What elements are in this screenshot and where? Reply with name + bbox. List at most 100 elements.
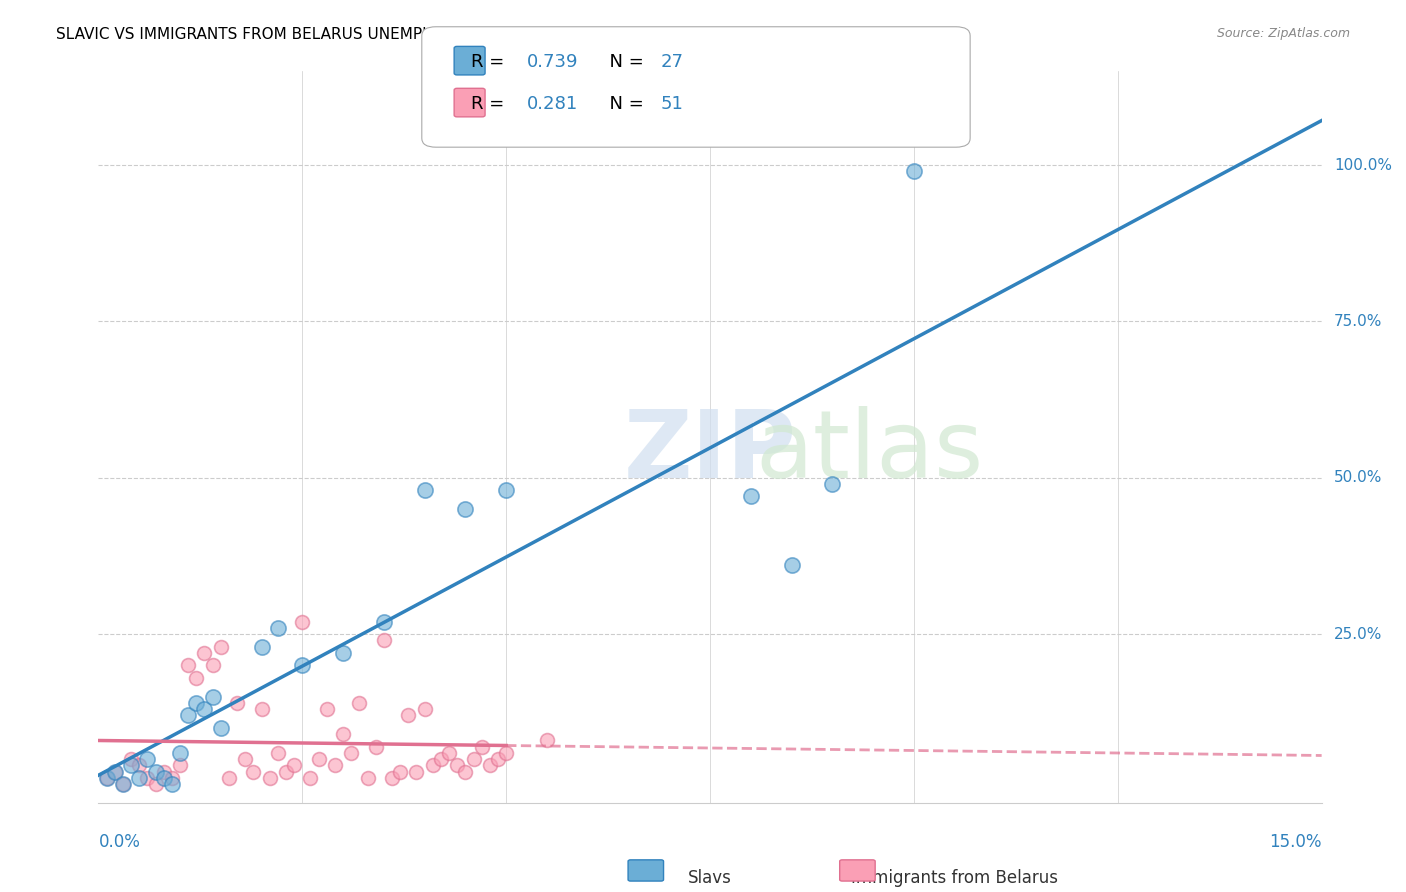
Point [405,764,427,779]
Text: 75.0%: 75.0% [1334,314,1382,329]
Text: 51: 51 [661,95,683,113]
FancyBboxPatch shape [628,860,664,881]
Point [413,702,436,716]
Point [177,708,200,723]
Point [209,721,232,735]
FancyBboxPatch shape [839,860,875,881]
Text: ZIP: ZIP [624,406,796,498]
Point [193,646,215,660]
Text: R =: R = [471,54,510,71]
Text: N =: N = [598,95,650,113]
Point [120,758,142,772]
Point [242,764,264,779]
Point [152,764,174,779]
Point [193,702,215,716]
Point [267,746,290,760]
Text: 100.0%: 100.0% [1334,158,1392,173]
Point [111,777,134,791]
Point [381,771,404,785]
Point [463,752,485,766]
Point [226,696,249,710]
Point [486,752,509,766]
Point [218,771,240,785]
Point [446,758,468,772]
Point [145,764,167,779]
Text: Slavs: Slavs [688,869,733,887]
Point [96,771,118,785]
Text: 15.0%: 15.0% [1270,833,1322,851]
Text: N =: N = [598,54,650,71]
Text: 27: 27 [661,54,683,71]
Point [201,658,224,673]
Text: SLAVIC VS IMMIGRANTS FROM BELARUS UNEMPLOYMENT AMONG AGES 25 TO 29 YEARS CORRELA: SLAVIC VS IMMIGRANTS FROM BELARUS UNEMPL… [56,27,903,42]
Point [299,771,322,785]
Point [454,502,477,516]
Text: 0.0%: 0.0% [98,833,141,851]
Point [396,708,419,723]
Point [186,696,208,710]
Point [128,758,150,772]
Point [437,746,460,760]
Point [478,758,501,772]
Point [291,658,314,673]
Point [274,764,297,779]
Point [821,477,844,491]
Point [267,621,290,635]
Point [136,752,159,766]
Point [201,690,224,704]
Point [454,764,477,779]
Point [96,771,118,785]
Point [903,164,925,178]
Text: 0.739: 0.739 [527,54,579,71]
Point [332,646,354,660]
Text: 0.281: 0.281 [527,95,578,113]
Point [364,739,387,754]
Point [136,771,159,785]
Point [422,758,444,772]
Text: atlas: atlas [755,406,983,498]
Point [291,615,314,629]
Text: 25.0%: 25.0% [1334,626,1382,641]
Point [104,764,127,779]
Point [128,771,150,785]
Point [160,771,183,785]
Point [145,777,167,791]
Point [169,746,191,760]
Point [160,777,183,791]
Text: R =: R = [471,95,510,113]
Point [740,490,762,504]
Point [373,633,395,648]
Point [373,615,395,629]
Point [209,640,232,654]
Point [430,752,453,766]
Point [250,702,273,716]
Point [177,658,200,673]
Point [349,696,371,710]
Point [332,727,354,741]
Point [356,771,378,785]
Point [104,764,127,779]
Point [780,558,803,573]
Point [315,702,337,716]
Point [259,771,281,785]
Point [471,739,494,754]
Text: Source: ZipAtlas.com: Source: ZipAtlas.com [1216,27,1350,40]
Text: Immigrants from Belarus: Immigrants from Belarus [851,869,1059,887]
Point [250,640,273,654]
Point [323,758,346,772]
Point [111,777,134,791]
Point [169,758,191,772]
Point [186,671,208,685]
Point [413,483,436,498]
Point [536,733,558,747]
Point [152,771,174,785]
Point [120,752,142,766]
Point [389,764,412,779]
Text: 50.0%: 50.0% [1334,470,1382,485]
Point [495,483,517,498]
Point [340,746,363,760]
Point [308,752,330,766]
Point [283,758,305,772]
Point [233,752,256,766]
Point [495,746,517,760]
